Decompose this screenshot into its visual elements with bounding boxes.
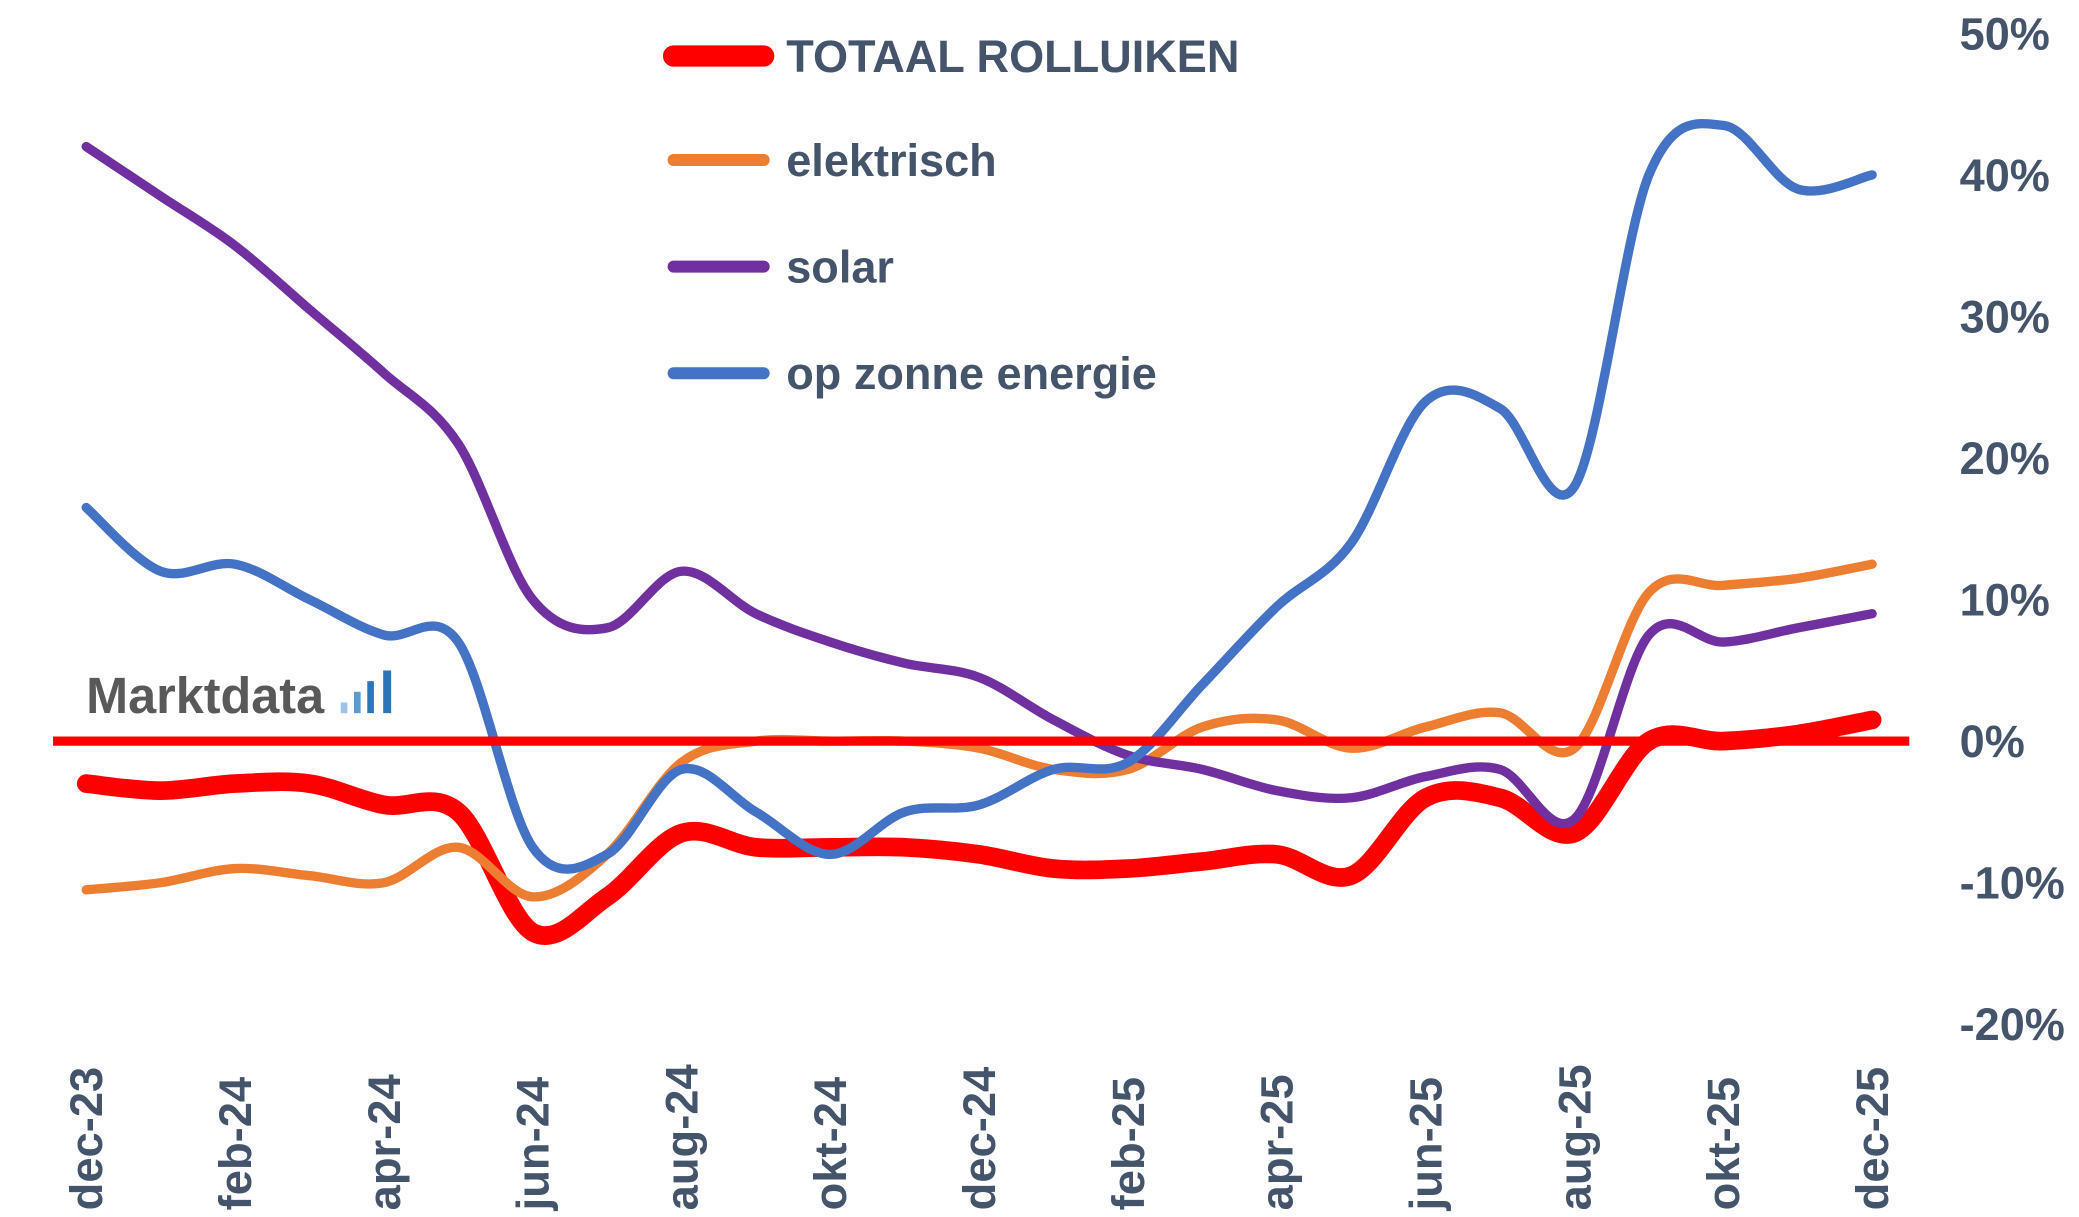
x-tick-label: dec-24 (954, 1067, 1005, 1211)
x-tick-label: dec-23 (61, 1067, 112, 1211)
legend-label: elektrisch (786, 135, 996, 186)
y-tick-label: 10% (1960, 574, 2050, 625)
series-line-solar (81, 141, 1877, 829)
legend-item: solar (667, 241, 894, 293)
logo-text: Marktdata (86, 667, 325, 724)
legend-item: op zonne energie (667, 348, 1157, 399)
x-tick-label: okt-25 (1698, 1077, 1749, 1210)
x-tick-label: okt-24 (805, 1077, 856, 1210)
y-tick-label: 50% (1960, 8, 2050, 59)
x-tick-label: aug-25 (1550, 1064, 1601, 1210)
x-tick-label: feb-25 (1103, 1077, 1154, 1210)
legend-item: elektrisch (667, 135, 997, 186)
y-tick-label: 30% (1960, 291, 2050, 342)
y-tick-label: 0% (1960, 716, 2025, 767)
marktdata-logo: Marktdata (86, 667, 392, 724)
x-tick-label: dec-25 (1847, 1067, 1898, 1211)
legend-label: TOTAAL ROLLUIKEN (786, 31, 1239, 82)
y-tick-label: -20% (1960, 999, 2065, 1050)
x-tick-label: apr-25 (1252, 1074, 1303, 1210)
y-tick-label: 20% (1960, 433, 2050, 484)
series-line-elektrisch (81, 559, 1877, 902)
y-tick-label: -10% (1960, 858, 2065, 909)
legend-label: solar (786, 241, 894, 292)
series-line-op-zonne-energie (81, 118, 1877, 874)
x-tick-label: aug-24 (657, 1064, 708, 1210)
x-tick-label: jun-24 (508, 1077, 559, 1211)
series-line-totaal-rolluiken (76, 710, 1882, 945)
x-tick-label: jun-25 (1401, 1077, 1452, 1211)
x-tick-label: feb-24 (210, 1077, 261, 1210)
legend-item: TOTAAL ROLLUIKEN (662, 31, 1239, 82)
x-tick-label: apr-24 (359, 1074, 410, 1210)
legend-label: op zonne energie (786, 348, 1157, 399)
y-tick-label: 40% (1960, 150, 2050, 201)
